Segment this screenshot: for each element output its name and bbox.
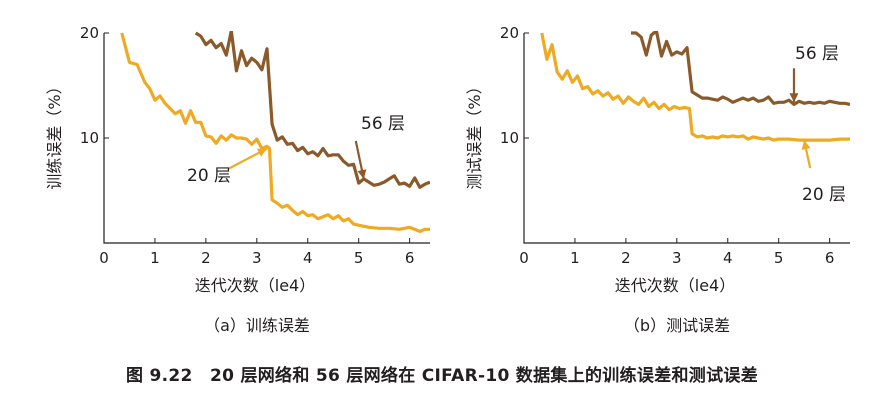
y-tick-label: 10 [500, 129, 519, 147]
x-tick-label: 4 [303, 249, 313, 267]
x-tick-label: 2 [621, 249, 631, 267]
series-line-56-layer [194, 31, 430, 189]
annotation-label: 20 层 [802, 185, 846, 205]
annotation-arrowhead [801, 140, 811, 150]
figure-caption: 图 9.22 20 层网络和 56 层网络在 CIFAR-10 数据集上的训练误… [126, 366, 758, 386]
panel-training-error: 0 1 2 3 4 5 6 10 20 训练误差（%） 迭代次数（le4） （a）训练误差 56 层 20… [0, 0, 430, 340]
x-tick-label: 4 [723, 249, 733, 267]
axes [103, 33, 430, 244]
annotation-label: 56 层 [795, 44, 839, 64]
x-axis-label: 迭代次数（le4） [195, 276, 315, 295]
test-error-chart: 0 1 2 3 4 5 6 10 20 测试误差（%） 迭代次数（le4） （b）测试误差 56 层 20… [465, 24, 850, 335]
axes [523, 33, 850, 244]
annotation-arrowhead [789, 93, 799, 103]
x-tick-label: 3 [672, 249, 682, 267]
annotation-label: 56 层 [361, 114, 405, 134]
series-line-20-layer [120, 32, 430, 233]
y-tick-label: 20 [80, 24, 99, 42]
x-axis-label: 迭代次数（le4） [615, 276, 735, 295]
series-line-56-layer [631, 31, 850, 106]
annotation-arrowhead [357, 169, 367, 179]
x-tick-label: 1 [150, 249, 160, 267]
y-tick-label: 10 [80, 129, 99, 147]
annotation-arrowhead [256, 148, 267, 157]
x-tick-label: 0 [99, 249, 109, 267]
x-tick-label: 6 [825, 249, 835, 267]
x-tick-label: 6 [405, 249, 415, 267]
panel-subtitle: （a）训练误差 [204, 316, 310, 335]
y-axis-label: 训练误差（%） [45, 78, 64, 189]
training-error-chart: 0 1 2 3 4 5 6 10 20 训练误差（%） 迭代次数（le4） （a）训练误差 56 层 20… [45, 24, 430, 335]
panel-test-error: 0 1 2 3 4 5 6 10 20 测试误差（%） 迭代次数（le4） （b）测试误差 56 层 20… [448, 0, 884, 340]
y-tick-label: 20 [500, 24, 519, 42]
panel-subtitle: （b）测试误差 [624, 316, 730, 335]
x-tick-label: 2 [201, 249, 211, 267]
x-tick-label: 3 [252, 249, 262, 267]
x-tick-label: 5 [774, 249, 784, 267]
x-tick-label: 0 [519, 249, 529, 267]
x-tick-label: 1 [570, 249, 580, 267]
series-line-20-layer [540, 32, 850, 142]
x-tick-label: 5 [354, 249, 364, 267]
annotation-label: 20 层 [187, 166, 231, 186]
y-axis-label: 测试误差（%） [465, 78, 484, 189]
